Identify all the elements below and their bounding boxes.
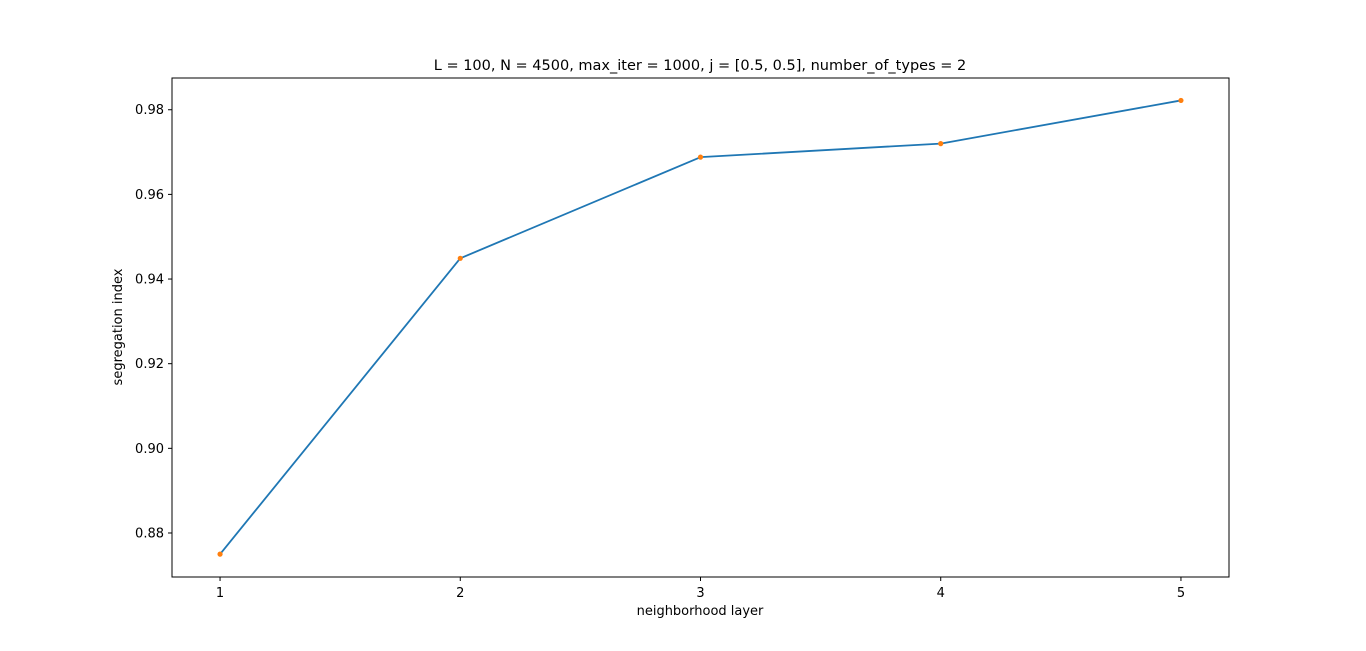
- y-tick-label: 0.94: [135, 273, 164, 288]
- y-tick-label: 0.98: [135, 103, 164, 118]
- plot-area: 1 2 3 4 5 0.88 0.90 0.92 0.94 0.96 0.98: [135, 77, 1230, 601]
- y-tick-label: 0.92: [135, 357, 164, 372]
- x-axis-label: neighborhood layer: [637, 604, 764, 619]
- y-axis-label: segregation index: [111, 268, 126, 385]
- x-tick-label: 4: [937, 586, 945, 601]
- data-point-marker: [938, 141, 944, 147]
- x-tick-label: 2: [456, 586, 464, 601]
- data-point-marker: [697, 154, 704, 160]
- data-point-marker: [217, 551, 223, 557]
- x-tick-label: 3: [696, 586, 704, 601]
- chart-title: L = 100, N = 4500, max_iter = 1000, j = …: [434, 58, 966, 74]
- data-point-marker: [457, 255, 463, 261]
- x-tick-label: 1: [216, 586, 224, 601]
- x-tick-label: 5: [1177, 586, 1185, 601]
- y-tick-label: 0.90: [135, 442, 164, 457]
- y-tick-label: 0.96: [135, 188, 164, 203]
- y-tick-label: 0.88: [135, 526, 164, 541]
- data-point-marker: [1178, 97, 1184, 104]
